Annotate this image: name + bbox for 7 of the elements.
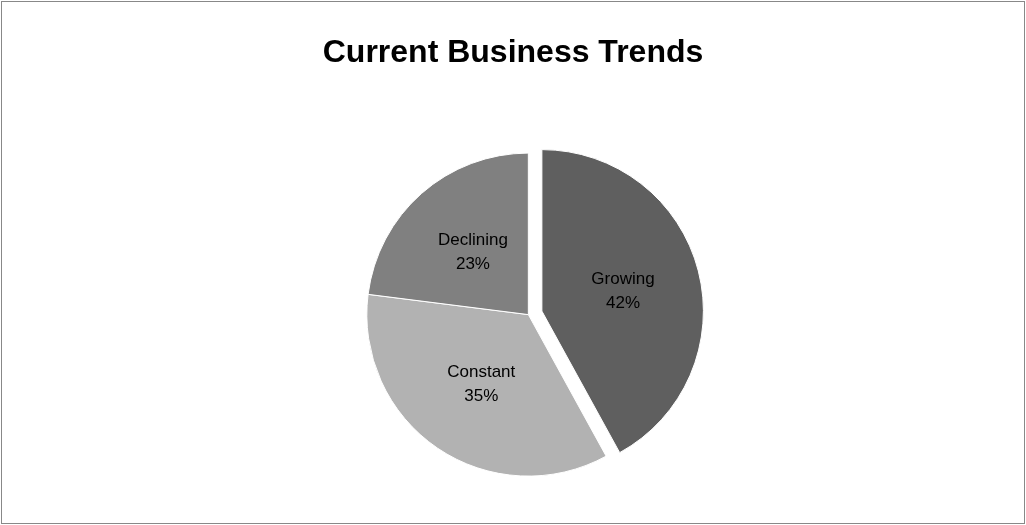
data-label: 42% — [606, 292, 641, 312]
slice-label: Constant — [447, 362, 516, 382]
data-label: 35% — [464, 386, 499, 406]
data-label: 23% — [455, 254, 490, 274]
chart-title: Current Business Trends — [322, 33, 704, 69]
slice-label: Growing — [591, 268, 655, 288]
slice-label: Declining — [437, 230, 508, 250]
